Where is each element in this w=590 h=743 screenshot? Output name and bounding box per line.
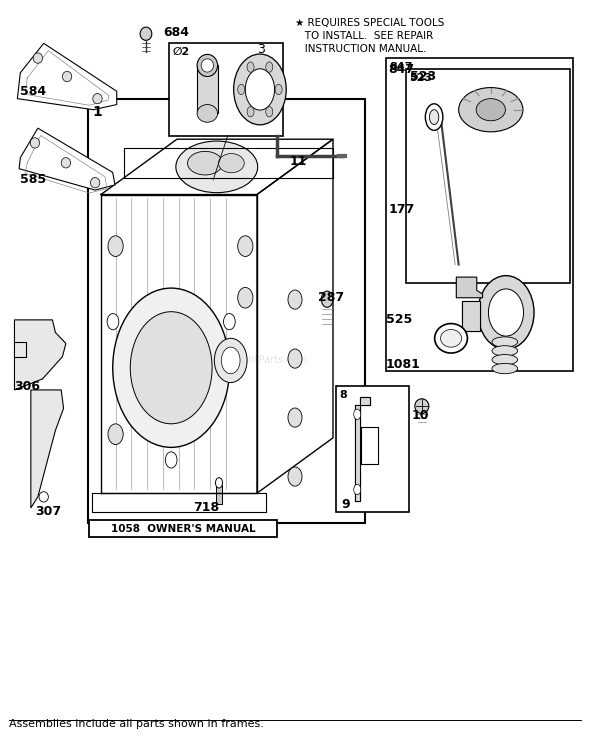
Ellipse shape	[288, 408, 302, 427]
Text: 718: 718	[193, 502, 219, 514]
Ellipse shape	[247, 62, 254, 72]
Ellipse shape	[30, 137, 40, 148]
Ellipse shape	[425, 104, 443, 130]
Ellipse shape	[214, 338, 247, 383]
Ellipse shape	[288, 349, 302, 369]
Ellipse shape	[218, 154, 244, 173]
Ellipse shape	[430, 110, 439, 125]
Text: 525: 525	[386, 314, 412, 326]
Text: 847: 847	[389, 62, 412, 72]
Ellipse shape	[275, 84, 282, 94]
Ellipse shape	[435, 323, 467, 353]
Ellipse shape	[188, 152, 222, 175]
Ellipse shape	[266, 106, 273, 117]
Text: 585: 585	[20, 173, 47, 186]
Ellipse shape	[165, 452, 177, 468]
Polygon shape	[456, 277, 483, 298]
Bar	[406, 69, 570, 283]
Ellipse shape	[354, 484, 360, 495]
Ellipse shape	[201, 59, 214, 72]
Ellipse shape	[492, 345, 517, 356]
Ellipse shape	[224, 314, 235, 330]
Text: 847: 847	[388, 62, 415, 76]
Ellipse shape	[492, 354, 517, 365]
Ellipse shape	[176, 141, 258, 192]
Ellipse shape	[108, 424, 123, 444]
Bar	[87, 99, 365, 522]
Ellipse shape	[458, 88, 523, 132]
Ellipse shape	[247, 106, 254, 117]
Ellipse shape	[238, 236, 253, 256]
Ellipse shape	[140, 27, 152, 40]
Text: 584: 584	[20, 85, 47, 98]
Ellipse shape	[288, 290, 302, 309]
Ellipse shape	[130, 312, 212, 424]
Text: ∅2: ∅2	[173, 47, 190, 57]
Polygon shape	[17, 43, 117, 110]
Text: 8: 8	[339, 390, 347, 400]
Bar	[169, 43, 283, 135]
Ellipse shape	[266, 62, 273, 72]
Ellipse shape	[322, 291, 333, 308]
Ellipse shape	[478, 276, 534, 349]
Text: 11: 11	[289, 155, 307, 168]
Ellipse shape	[415, 399, 429, 414]
Ellipse shape	[489, 289, 523, 336]
Ellipse shape	[93, 94, 102, 104]
Text: 1058  OWNER'S MANUAL: 1058 OWNER'S MANUAL	[111, 524, 255, 534]
Bar	[216, 485, 222, 504]
Polygon shape	[15, 320, 66, 390]
Text: 3: 3	[257, 43, 265, 56]
Text: 523: 523	[409, 73, 432, 82]
Ellipse shape	[476, 99, 506, 121]
Polygon shape	[19, 128, 115, 190]
Ellipse shape	[197, 54, 218, 77]
Ellipse shape	[107, 314, 119, 330]
Text: 287: 287	[319, 291, 345, 304]
Polygon shape	[31, 390, 64, 508]
Bar	[386, 58, 573, 372]
Bar	[197, 65, 218, 114]
Ellipse shape	[238, 288, 253, 308]
Ellipse shape	[492, 337, 517, 347]
Text: 9: 9	[342, 498, 350, 510]
Text: 1: 1	[92, 105, 102, 119]
Ellipse shape	[61, 158, 71, 168]
Ellipse shape	[441, 329, 461, 347]
Ellipse shape	[238, 84, 245, 94]
Text: ★ REQUIRES SPECIAL TOOLS
   TO INSTALL.  SEE REPAIR
   INSTRUCTION MANUAL.: ★ REQUIRES SPECIAL TOOLS TO INSTALL. SEE…	[295, 18, 444, 54]
Polygon shape	[355, 398, 369, 501]
Polygon shape	[462, 302, 480, 331]
Ellipse shape	[288, 467, 302, 486]
Text: 10: 10	[412, 409, 430, 422]
Bar	[89, 520, 277, 537]
Ellipse shape	[33, 53, 42, 63]
Text: 1081: 1081	[386, 357, 421, 371]
Text: 306: 306	[15, 380, 41, 393]
Ellipse shape	[234, 54, 286, 125]
Text: 523: 523	[409, 70, 435, 83]
Ellipse shape	[354, 409, 360, 420]
Ellipse shape	[90, 178, 100, 188]
Ellipse shape	[245, 69, 274, 110]
Bar	[336, 386, 409, 512]
Ellipse shape	[39, 492, 48, 502]
Ellipse shape	[63, 71, 72, 82]
Ellipse shape	[215, 478, 222, 488]
Text: 684: 684	[163, 26, 189, 39]
Ellipse shape	[492, 363, 517, 374]
Ellipse shape	[113, 288, 230, 447]
Ellipse shape	[221, 347, 240, 374]
Text: 307: 307	[35, 505, 61, 518]
Text: eReplacementParts.com: eReplacementParts.com	[189, 355, 307, 366]
Ellipse shape	[108, 236, 123, 256]
Text: Assemblies include all parts shown in frames.: Assemblies include all parts shown in fr…	[9, 719, 264, 729]
Ellipse shape	[197, 105, 218, 123]
Text: 177: 177	[388, 203, 415, 215]
